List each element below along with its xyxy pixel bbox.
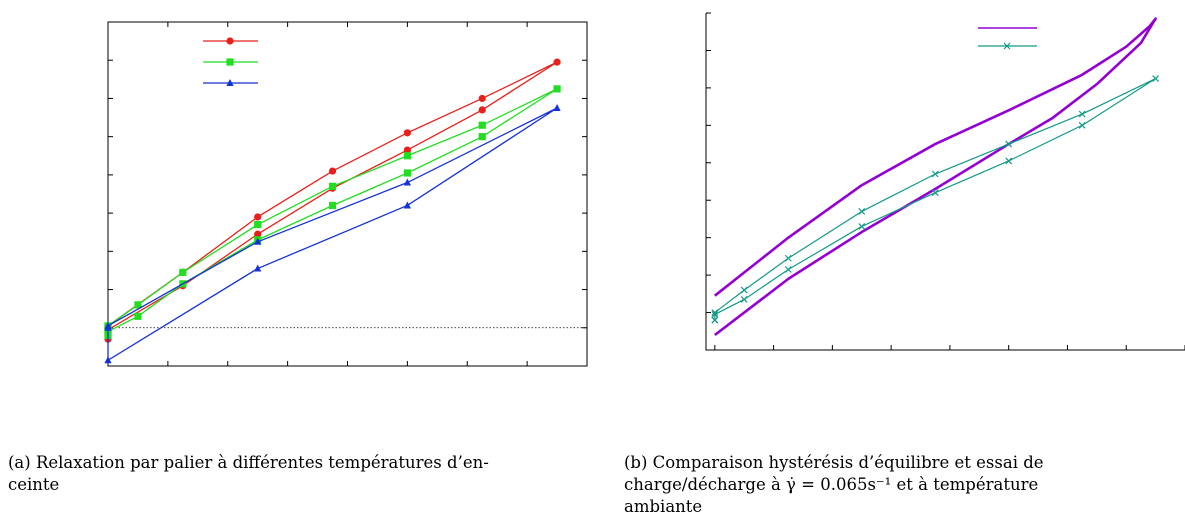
data-point-b [1078,110,1086,118]
data-point-a [403,169,411,177]
data-point-a [104,356,112,364]
series-a-2 [104,104,561,364]
data-point-b [784,266,792,273]
series-b-0 [714,17,1157,337]
data-point-a [328,182,337,190]
caption-b: (b) Comparaison hystérésis d’équilibre e… [624,452,1044,518]
chart-b [705,12,1185,351]
data-point-a [104,323,112,331]
data-point-a [478,94,486,103]
series-line-a [107,61,558,340]
data-point-a [328,201,337,210]
legend-b [978,27,1037,50]
series-line-a [107,107,558,362]
data-point-a [254,237,262,245]
legend-marker-a [226,79,234,86]
legend-a [203,37,258,86]
data-point-b [931,189,939,197]
data-point-b [1078,121,1086,129]
data-point-a [254,220,262,229]
data-point-a [553,58,561,66]
data-point-b [1152,75,1160,82]
caption-a-line-2: ceinte [8,475,60,494]
data-point-b [711,309,719,316]
legend-marker-a [226,58,234,66]
legend-marker-a [226,37,234,45]
data-point-a [254,230,262,238]
data-point-a [403,152,411,160]
data-point-b [784,254,792,262]
series-line-b [714,17,1157,337]
data-point-b [711,311,719,318]
data-point-a [553,85,561,93]
data-point-a [478,133,486,141]
data-point-b [711,316,719,324]
data-point-a [403,129,411,137]
caption-b-line-1: (b) Comparaison hystérésis d’équilibre e… [624,453,1044,472]
series-a-0 [104,58,561,343]
data-point-b [1005,157,1013,165]
data-point-b [740,296,748,303]
data-point-a [254,264,262,272]
caption-b-line-2: charge/décharge à γ̇ = 0.065s⁻¹ et à tem… [624,475,1039,494]
data-point-b [740,286,748,294]
data-point-a [403,146,411,154]
data-point-b [858,208,866,215]
data-point-a [403,201,411,209]
data-point-b [858,223,866,230]
data-point-a [553,104,561,111]
caption-a: (a) Relaxation par palier à différentes … [8,452,489,496]
series-b-1 [711,75,1160,324]
data-point-b [1005,140,1013,148]
data-point-a [403,178,411,186]
data-point-a [134,312,142,320]
plot-frame-a [107,21,588,367]
caption-a-line-1: (a) Relaxation par palier à différentes … [8,453,489,472]
data-point-a [328,167,337,175]
data-point-a [179,268,187,276]
chart-a [104,21,588,367]
legend-marker-b [1003,42,1011,50]
data-point-a [134,301,142,309]
data-point-b [931,170,939,178]
data-point-a [254,213,262,221]
data-point-a [478,121,486,129]
caption-b-line-3: ambiante [624,497,703,516]
data-point-a [478,106,486,114]
